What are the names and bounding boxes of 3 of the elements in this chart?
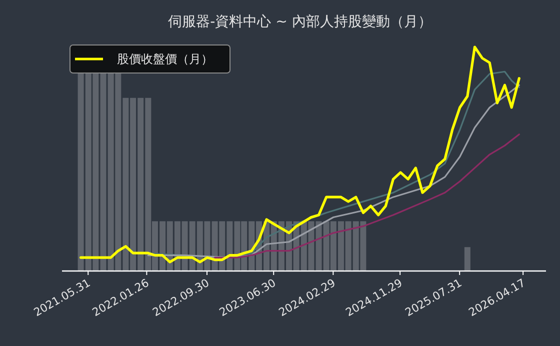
legend-label: 股價收盤價（月） — [117, 52, 213, 66]
bar — [464, 247, 470, 271]
chart-title: 伺服器-資料中心 ~ 內部人持股變動（月） — [168, 14, 432, 30]
